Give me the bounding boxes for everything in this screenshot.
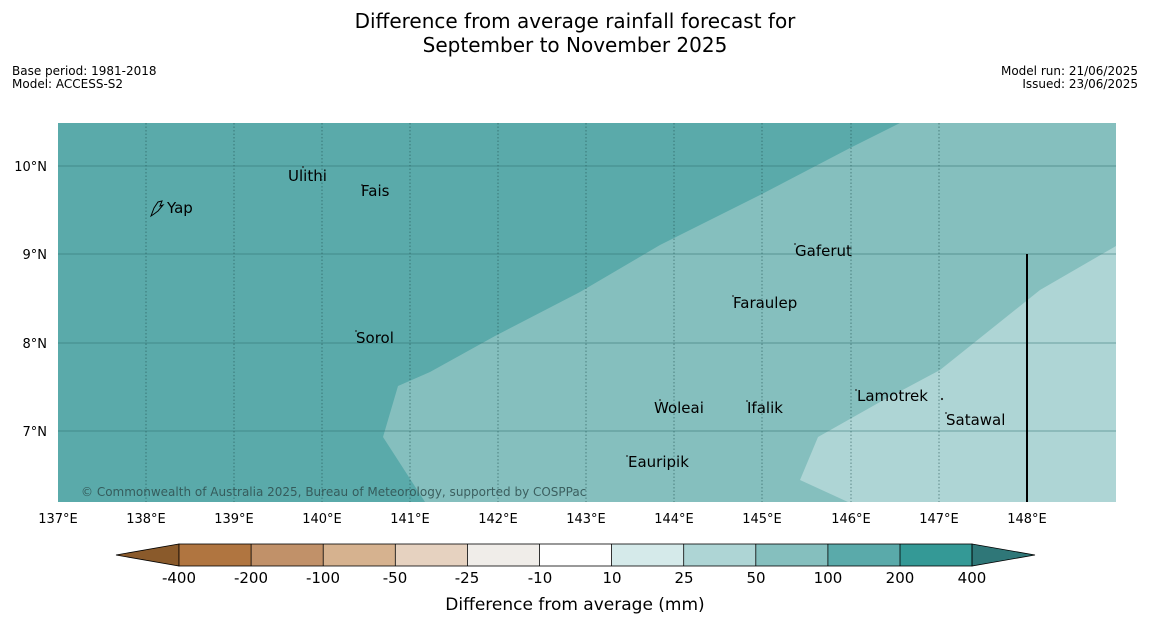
colorbar-extend-low	[115, 543, 180, 567]
colorbar-tick: 50	[746, 569, 765, 587]
lon-axis-labels: 137°E 138°E 139°E 140°E 141°E 142°E 143°…	[38, 512, 1047, 527]
colorbar-frame	[178, 543, 973, 567]
lon-label: 144°E	[654, 512, 694, 527]
lon-label: 142°E	[478, 512, 518, 527]
lat-label: 10°N	[14, 160, 47, 175]
copyright-text: © Commonwealth of Australia 2025, Bureau…	[81, 485, 586, 499]
lat-label: 7°N	[23, 425, 48, 440]
lat-label: 9°N	[23, 248, 48, 263]
title-line-1: Difference from average rainfall forecas…	[354, 9, 796, 33]
colorbar-dividers	[250, 544, 901, 566]
chart-title: Difference from average rainfall forecas…	[0, 9, 1150, 57]
place-label-satawal: Satawal	[946, 411, 1005, 429]
colorbar-tick: -25	[455, 569, 480, 587]
lon-label: 141°E	[390, 512, 430, 527]
lon-label: 138°E	[126, 512, 166, 527]
place-label-woleai: Woleai	[654, 399, 704, 417]
colorbar-swatch	[683, 544, 756, 566]
lon-label: 143°E	[566, 512, 606, 527]
colorbar-tick: 100	[814, 569, 843, 587]
rainfall-map: Ulithi Fais Yap Gaferut Faraulep Sorol L…	[58, 123, 1116, 502]
colorbar-swatch	[827, 544, 900, 566]
colorbar-swatch	[395, 544, 468, 566]
colorbar-tick: -10	[528, 569, 553, 587]
lon-label: 147°E	[919, 512, 959, 527]
place-label-ifalik: Ifalik	[747, 399, 783, 417]
zone-25-50	[800, 246, 1116, 502]
meta-right: Model run: 21/06/2025 Issued: 23/06/2025	[1001, 65, 1138, 91]
base-period-text: Base period: 1981-2018	[12, 64, 157, 78]
lon-label: 146°E	[831, 512, 871, 527]
place-label-sorol: Sorol	[356, 329, 394, 347]
lon-gridlines	[145, 123, 940, 502]
place-label-fais: Fais	[361, 182, 390, 200]
model-text: Model: ACCESS-S2	[12, 77, 124, 91]
lon-label: 140°E	[302, 512, 342, 527]
place-label-gaferut: Gaferut	[795, 242, 852, 260]
colorbar-swatch	[179, 544, 252, 566]
lat-gridlines	[58, 165, 1116, 432]
place-label-faraulep: Faraulep	[733, 294, 797, 312]
colorbar-tick: 200	[886, 569, 915, 587]
colorbar-tick: -50	[383, 569, 408, 587]
lat-label: 8°N	[23, 337, 48, 352]
colorbar-tick: -100	[306, 569, 340, 587]
lon-label: 139°E	[214, 512, 254, 527]
colorbar-swatch	[467, 544, 540, 566]
island-dots	[302, 166, 947, 457]
model-run-text: Model run: 21/06/2025	[1000, 64, 1138, 78]
colorbar	[115, 543, 1036, 567]
colorbar-title: Difference from average (mm)	[445, 595, 704, 615]
colorbar-tick: 10	[602, 569, 621, 587]
colorbar-swatch	[539, 544, 612, 566]
colorbar-tick: -400	[162, 569, 196, 587]
colorbar-swatch	[755, 544, 828, 566]
title-line-2: September to November 2025	[422, 33, 728, 57]
colorbar-swatch	[323, 544, 396, 566]
colorbar-swatch	[611, 544, 684, 566]
colorbar-swatch	[900, 544, 972, 566]
place-label-ulithi: Ulithi	[288, 167, 327, 185]
place-labels: Ulithi Fais Yap Gaferut Faraulep Sorol L…	[166, 167, 1005, 471]
meta-left: Base period: 1981-2018 Model: ACCESS-S2	[12, 65, 157, 91]
lon-label: 145°E	[742, 512, 782, 527]
place-label-lamotrek: Lamotrek	[857, 387, 928, 405]
issued-text: Issued: 23/06/2025	[1022, 77, 1138, 91]
colorbar-tick: -200	[234, 569, 268, 587]
colorbar-tick: 400	[958, 569, 987, 587]
yap-island-outline	[149, 200, 165, 218]
colorbar-tick: 25	[674, 569, 693, 587]
lat-axis-labels: 10°N 9°N 8°N 7°N	[14, 160, 47, 440]
lon-label: 137°E	[38, 512, 78, 527]
lon-label: 148°E	[1007, 512, 1047, 527]
place-label-eauripik: Eauripik	[628, 453, 689, 471]
colorbar-swatch	[251, 544, 324, 566]
colorbar-extend-high	[971, 543, 1036, 567]
place-label-yap: Yap	[166, 199, 193, 217]
colorbar-tick-labels: -400 -200 -100 -50 -25 -10 10 25 50 100 …	[162, 569, 986, 587]
